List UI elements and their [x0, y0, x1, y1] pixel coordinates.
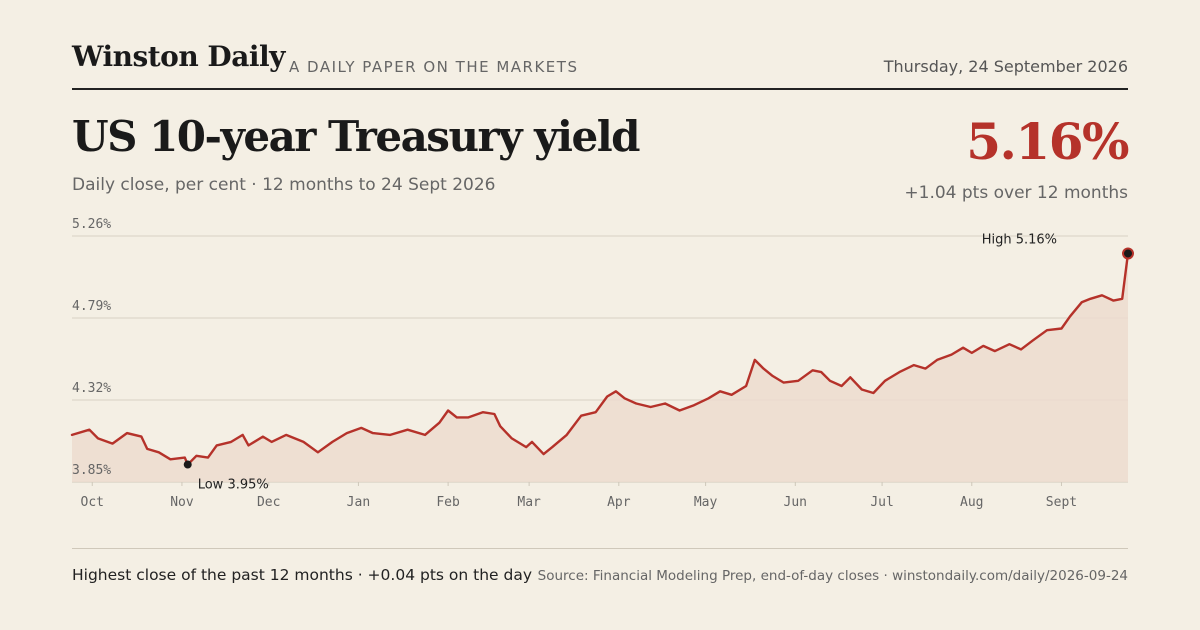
high-annotation: High 5.16%	[982, 232, 1057, 247]
source-credit: Source: Financial Modeling Prep, end-of-…	[537, 568, 1128, 584]
x-tick-label: Jul	[870, 495, 893, 510]
chart-subtitle: Daily close, per cent · 12 months to 24 …	[72, 175, 496, 195]
low-point-marker	[183, 460, 192, 469]
x-tick-label: Oct	[81, 495, 104, 510]
series-layer	[70, 247, 1134, 482]
y-tick-label: 4.32%	[72, 381, 111, 396]
low-annotation: Low 3.95%	[198, 478, 269, 493]
footer-divider	[72, 548, 1128, 549]
footer-note: Highest close of the past 12 months · +0…	[72, 566, 533, 584]
brand-logo: Winston Daily	[72, 40, 285, 73]
x-tick-label: Sept	[1046, 495, 1077, 510]
x-tick-label: Mar	[517, 495, 541, 510]
grid-layer	[72, 235, 1128, 486]
masthead: Winston Daily A DAILY PAPER ON THE MARKE…	[72, 40, 1128, 90]
x-tick-label: May	[694, 495, 718, 510]
y-tick-label: 5.26%	[72, 217, 111, 232]
x-tick-label: Nov	[170, 495, 194, 510]
series-area	[72, 253, 1128, 482]
publication-date: Thursday, 24 September 2026	[883, 57, 1128, 76]
tagline: A DAILY PAPER ON THE MARKETS	[289, 58, 579, 76]
x-tick-label: Jan	[347, 495, 370, 510]
y-tick-label: 4.79%	[72, 299, 111, 314]
x-tick-label: Aug	[960, 495, 983, 510]
twelve-month-change: +1.04 pts over 12 months	[904, 183, 1128, 203]
label-layer: 3.85% 4.32% 4.79% 5.26% Oct Nov Dec Jan Feb Mar Ap…	[72, 217, 1077, 510]
series-line	[70, 252, 1130, 466]
high-point-marker	[1122, 247, 1134, 260]
x-tick-label: Apr	[607, 495, 631, 510]
x-tick-label: Dec	[257, 495, 280, 510]
x-tick-label: Feb	[436, 495, 460, 510]
y-tick-label: 3.85%	[72, 463, 111, 478]
page-title: US 10-year Treasury yield	[72, 112, 641, 161]
current-yield-value: 5.16%	[966, 112, 1129, 171]
x-tick-label: Jun	[784, 495, 807, 510]
